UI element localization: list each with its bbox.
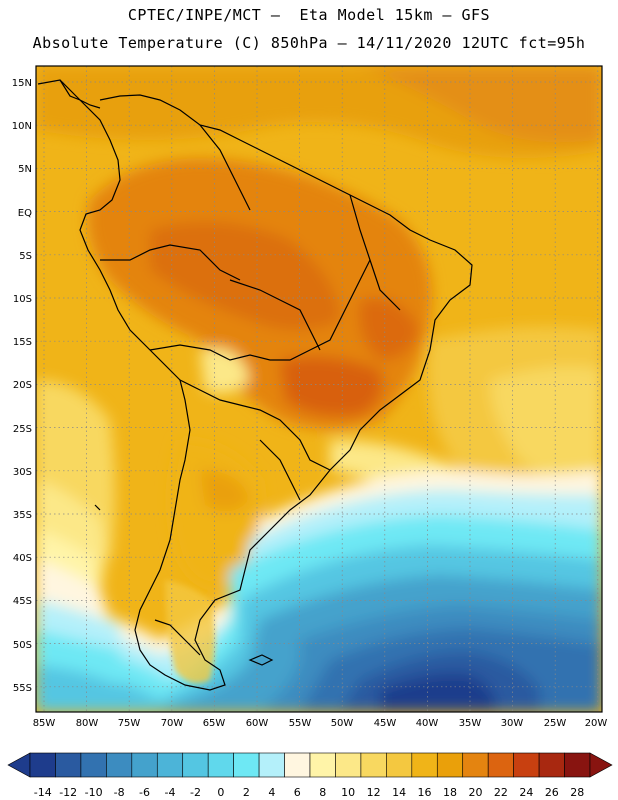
lat-label: 25S [13,424,32,435]
lat-label: 10N [12,121,32,132]
map-frame [35,65,603,713]
legend-swatch [29,752,56,778]
legend-swatch [538,752,565,778]
legend-swatch [156,752,184,778]
lat-label: 45S [13,596,32,607]
color-legend: -14 -12 -10 -8 -6 -4 -2 0 2 4 6 8 10 12 14 16 18 20 22 24 26… [7,752,613,799]
lon-label: 75W [118,718,141,729]
legend-label: -10 [85,786,103,799]
legend-label: 10 [341,786,355,799]
lon-label: 30W [501,718,524,729]
legend-label: 8 [319,786,326,799]
legend-swatch [513,752,540,778]
lon-label: 70W [161,718,184,729]
lon-label: 40W [416,718,439,729]
lat-label: 5N [18,164,32,175]
lon-label: 80W [76,718,99,729]
lat-label: 15S [13,337,32,348]
lat-label: 20S [13,380,32,391]
legend-label: 4 [268,786,275,799]
lat-label: EQ [18,208,32,219]
latitude-labels: 15N 10N 5N EQ 5S 10S 15S 20S 25S 30S 35S… [12,78,32,694]
lon-label: 85W [33,718,56,729]
temperature-field [36,66,602,712]
map-subtitle: Absolute Temperature (C) 850hPa – 14/11/… [32,34,586,52]
longitude-labels: 85W 80W 75W 70W 65W 60W 55W 50W 45W 40W … [33,718,608,729]
legend-label: 16 [418,786,432,799]
lat-label: 40S [13,553,32,564]
legend-label: 24 [519,786,533,799]
legend-label: 28 [570,786,584,799]
lat-label: 30S [13,467,32,478]
lon-label: 55W [289,718,312,729]
lat-label: 10S [13,294,32,305]
legend-label: 18 [443,786,457,799]
legend-label: 6 [294,786,301,799]
legend-swatch [182,752,209,778]
lon-label: 45W [374,718,397,729]
legend-label: 12 [367,786,381,799]
lon-label: 20W [585,718,608,729]
legend-swatch [360,752,387,778]
lon-label: 35W [459,718,482,729]
lon-label: 25W [544,718,567,729]
legend-label: -8 [114,786,125,799]
legend-label: -2 [190,786,201,799]
legend-swatch [564,752,591,778]
map-title: CPTEC/INPE/MCT – Eta Model 15km – GFS [127,6,491,24]
legend-swatch [258,752,285,778]
lat-label: 55S [13,683,32,694]
legend-swatch [462,752,489,778]
legend-label: 2 [243,786,250,799]
legend-label: -6 [139,786,150,799]
legend-swatch [80,752,107,778]
legend-label: 14 [392,786,406,799]
legend-arrow-left [7,752,31,778]
lat-label: 50S [13,640,32,651]
legend-label: -14 [34,786,52,799]
lat-label: 5S [19,251,32,262]
legend-swatch [487,752,514,778]
legend-swatch [55,752,82,778]
legend-label: 26 [545,786,559,799]
legend-swatch [436,752,464,778]
legend-swatch [309,752,336,778]
legend-label: 0 [217,786,224,799]
lon-label: 60W [246,718,269,729]
legend-swatch [386,752,413,778]
lon-label: 50W [331,718,354,729]
legend-label: 20 [468,786,482,799]
legend-label: -4 [165,786,176,799]
legend-label: -12 [59,786,77,799]
legend-swatch [233,752,260,778]
legend-swatch [106,752,133,778]
legend-swatch [207,752,234,778]
lon-label: 65W [203,718,226,729]
legend-swatch [335,752,362,778]
legend-label: 22 [494,786,508,799]
lat-label: 15N [12,78,32,89]
legend-arrow-right [589,752,613,778]
lat-label: 35S [13,510,32,521]
coastline [37,79,473,691]
legend-swatch [284,752,311,778]
legend-swatch [131,752,158,778]
legend-swatch [411,752,438,778]
